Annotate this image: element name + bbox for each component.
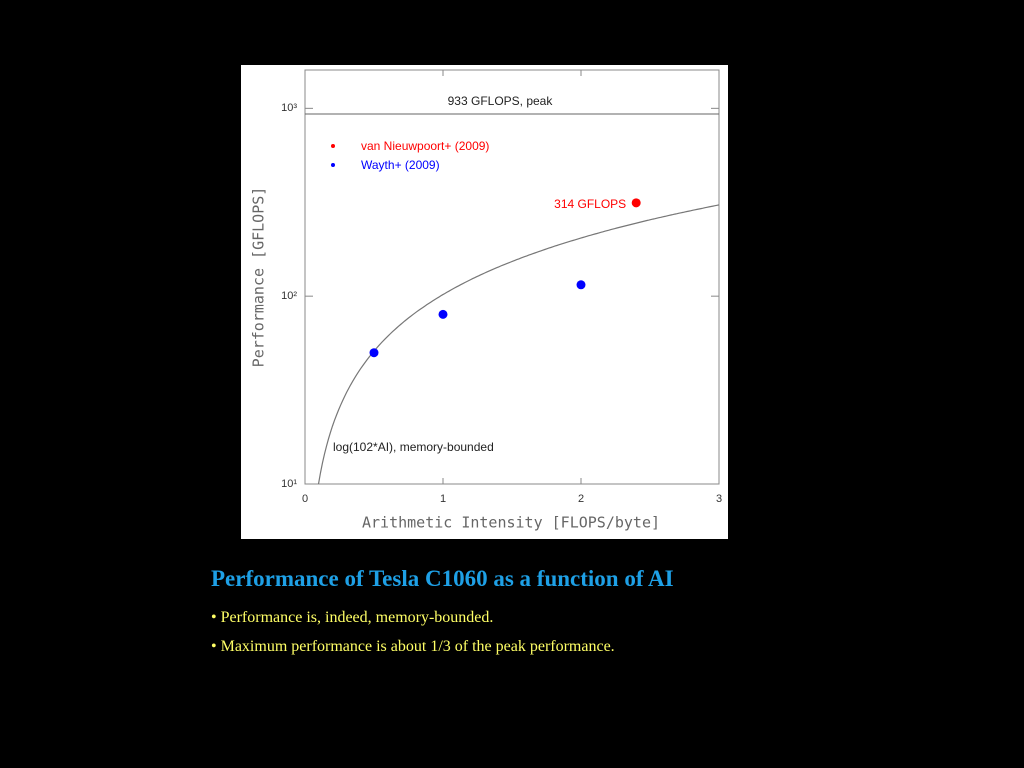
x-tick-label: 1 <box>440 493 446 505</box>
point <box>369 348 379 358</box>
memory-bound-curve <box>317 204 720 485</box>
bullet: • Maximum performance is about 1/3 of th… <box>211 638 615 655</box>
legend-entry: Wayth+ (2009) <box>361 158 440 172</box>
y-tick-label: 10³ <box>281 102 297 114</box>
x-tick-label: 3 <box>716 493 722 505</box>
point <box>631 198 641 208</box>
bullet: • Performance is, indeed, memory-bounded… <box>211 609 494 626</box>
plot-frame <box>304 69 720 485</box>
chart-background <box>241 65 728 539</box>
y-tick-label: 10¹ <box>281 478 297 490</box>
legend-marker <box>331 163 335 167</box>
legend-entry: van Nieuwpoort+ (2009) <box>361 139 489 153</box>
point <box>438 309 448 319</box>
y-axis-label: Performance [GFLOPS] <box>250 187 268 368</box>
heading: Performance of Tesla C1060 as a function… <box>211 566 674 591</box>
x-axis-label: Arithmetic Intensity [FLOPS/byte] <box>362 514 660 532</box>
legend-marker <box>331 144 335 148</box>
x-tick-label: 0 <box>302 493 308 505</box>
data-label: 314 GFLOPS <box>554 197 626 211</box>
curve-label: log(102*AI), memory-bounded <box>333 440 494 454</box>
y-tick-label: 10² <box>281 290 297 302</box>
peak-label: 933 GFLOPS, peak <box>448 94 554 108</box>
x-tick-label: 2 <box>578 493 584 505</box>
point <box>576 280 586 290</box>
chart: Arithmetic Intensity [FLOPS/byte] Perfor… <box>241 65 728 539</box>
